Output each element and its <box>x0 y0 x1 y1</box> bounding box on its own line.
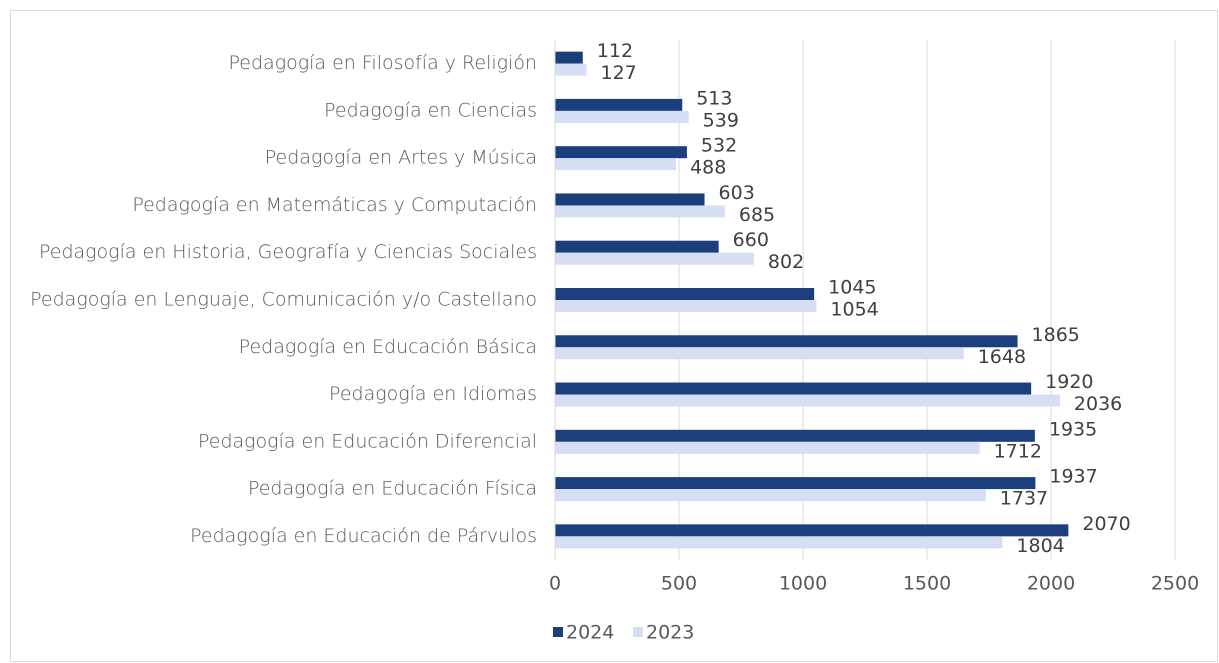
y-tick-label: Pedagogía en Idiomas <box>329 383 537 405</box>
data-label: 488 <box>690 157 726 179</box>
bar <box>555 158 677 171</box>
bar <box>555 300 817 312</box>
y-tick-label: Pedagogía en Educación de Párvulos <box>190 525 537 547</box>
data-label: 1648 <box>978 346 1026 368</box>
x-tick-label: 1500 <box>903 573 951 595</box>
bar <box>555 429 1035 442</box>
data-label: 112 <box>597 40 633 62</box>
data-label: 685 <box>739 204 775 226</box>
bar <box>555 146 687 159</box>
x-tick-label: 500 <box>661 573 697 595</box>
data-label: 1712 <box>994 440 1042 462</box>
data-label: 1804 <box>1016 535 1064 557</box>
data-label: 1935 <box>1049 418 1097 440</box>
x-tick-label: 2000 <box>1027 573 1075 595</box>
bar <box>555 240 719 253</box>
y-tick-label: Pedagogía en Lenguaje, Comunicación y/o … <box>30 289 537 311</box>
y-tick-label: Pedagogía en Matemáticas y Computación <box>132 194 537 216</box>
y-tick-label: Pedagogía en Filosofía y Religión <box>229 52 537 74</box>
bar <box>555 347 964 360</box>
chart-border <box>10 10 1218 662</box>
bar <box>555 335 1018 348</box>
bar <box>555 489 986 502</box>
legend-swatch <box>633 627 643 637</box>
bar <box>555 252 754 265</box>
data-label: 802 <box>768 251 804 273</box>
bar <box>555 110 689 123</box>
bar <box>555 51 583 64</box>
data-label: 603 <box>719 182 755 204</box>
bar <box>555 382 1032 395</box>
bar <box>555 288 815 300</box>
x-tick-label: 1000 <box>779 573 827 595</box>
bar <box>555 477 1036 490</box>
x-tick-label: 0 <box>549 573 561 595</box>
bar <box>555 536 1003 549</box>
data-label: 1054 <box>830 299 878 321</box>
data-label: 2036 <box>1074 393 1122 415</box>
data-label: 2070 <box>1082 513 1130 535</box>
data-label: 513 <box>696 87 732 109</box>
data-label: 1937 <box>1049 466 1097 488</box>
data-label: 532 <box>701 135 737 157</box>
data-label: 1737 <box>1000 488 1048 510</box>
data-label: 1920 <box>1045 371 1093 393</box>
x-tick-label: 2500 <box>1151 573 1199 595</box>
y-tick-label: Pedagogía en Educación Física <box>248 478 537 500</box>
bar <box>555 394 1060 407</box>
bar <box>555 63 587 76</box>
y-tick-label: Pedagogía en Historia, Geografía y Cienc… <box>39 241 537 263</box>
data-label: 539 <box>703 109 739 131</box>
bar <box>555 441 980 454</box>
legend-swatch <box>553 627 563 637</box>
data-label: 127 <box>600 62 636 84</box>
y-tick-label: Pedagogía en Ciencias <box>324 99 537 121</box>
y-tick-label: Pedagogía en Educación Básica <box>239 336 537 358</box>
bar <box>555 524 1069 537</box>
y-tick-label: Pedagogía en Artes y Música <box>265 147 537 169</box>
data-label: 1865 <box>1032 324 1080 346</box>
bar <box>555 205 725 218</box>
bar <box>555 193 705 206</box>
data-label: 1045 <box>828 277 876 299</box>
legend-label: 2023 <box>646 622 694 644</box>
legend-label: 2024 <box>566 622 614 644</box>
bar <box>555 98 683 111</box>
y-tick-label: Pedagogía en Educación Diferencial <box>198 430 537 452</box>
data-label: 660 <box>733 229 769 251</box>
